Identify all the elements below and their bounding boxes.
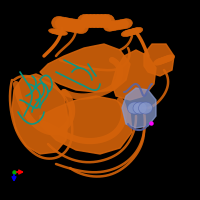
Ellipse shape [156, 57, 167, 64]
Ellipse shape [154, 58, 165, 65]
Ellipse shape [51, 29, 61, 34]
Ellipse shape [81, 14, 96, 28]
Ellipse shape [66, 19, 81, 32]
Ellipse shape [121, 30, 133, 37]
Ellipse shape [131, 27, 143, 34]
Ellipse shape [133, 102, 147, 114]
Ellipse shape [53, 29, 63, 35]
Ellipse shape [92, 14, 107, 28]
Ellipse shape [124, 29, 135, 36]
Ellipse shape [158, 57, 170, 63]
Ellipse shape [139, 102, 152, 114]
Polygon shape [40, 44, 130, 92]
Ellipse shape [55, 30, 65, 35]
Polygon shape [112, 50, 156, 100]
Ellipse shape [59, 18, 74, 31]
Ellipse shape [70, 20, 85, 33]
Ellipse shape [85, 14, 100, 28]
Polygon shape [144, 44, 174, 76]
Polygon shape [12, 74, 68, 154]
Polygon shape [40, 96, 132, 154]
Ellipse shape [128, 102, 141, 114]
Ellipse shape [161, 56, 172, 63]
Ellipse shape [52, 16, 67, 30]
Ellipse shape [55, 17, 70, 30]
Ellipse shape [163, 55, 174, 62]
Ellipse shape [112, 20, 124, 30]
Ellipse shape [73, 20, 88, 34]
Ellipse shape [126, 29, 138, 35]
Ellipse shape [108, 21, 121, 31]
Polygon shape [122, 88, 156, 128]
Ellipse shape [88, 14, 104, 28]
Ellipse shape [129, 28, 140, 35]
Ellipse shape [104, 22, 117, 31]
Ellipse shape [49, 29, 59, 34]
Ellipse shape [78, 14, 92, 28]
Ellipse shape [115, 19, 128, 29]
Ellipse shape [57, 30, 67, 35]
Ellipse shape [100, 14, 114, 28]
Ellipse shape [119, 19, 132, 28]
Ellipse shape [63, 18, 77, 32]
Ellipse shape [96, 14, 111, 28]
